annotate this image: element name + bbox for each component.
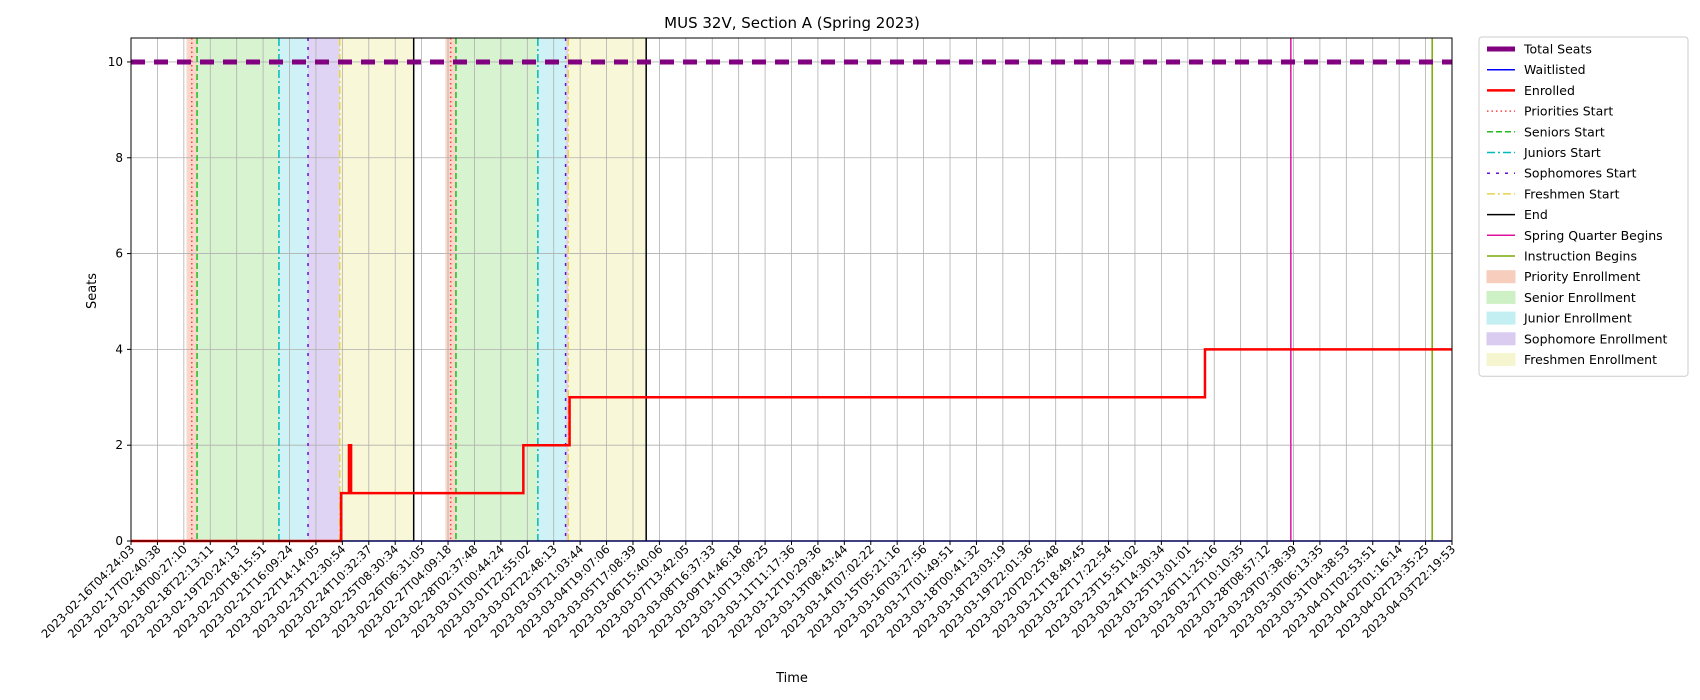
region-junior-enrollment <box>537 38 566 541</box>
legend-label: Spring Quarter Begins <box>1524 228 1663 243</box>
legend-swatch <box>1486 311 1516 325</box>
legend-swatch <box>1486 270 1516 284</box>
y-tick-label: 6 <box>115 247 123 261</box>
region-senior-enrollment <box>197 38 279 541</box>
legend-label: Juniors Start <box>1523 145 1601 160</box>
y-tick-label: 10 <box>108 55 123 69</box>
series-enrolled <box>131 348 1452 543</box>
legend-label: Seniors Start <box>1524 124 1605 139</box>
legend-label: Freshmen Enrollment <box>1524 352 1657 367</box>
region-sophomore-enrollment <box>565 38 569 541</box>
legend-label: Freshmen Start <box>1524 186 1620 201</box>
legend-swatch <box>1486 353 1516 366</box>
y-axis-label: Seats <box>85 273 100 309</box>
region-sophomore-enrollment <box>308 38 340 541</box>
x-axis-label: Time <box>775 671 808 686</box>
legend-label: Priorities Start <box>1524 104 1613 119</box>
legend: Total Seats Waitlisted Enrolled Priorities … <box>1478 36 1689 377</box>
y-tick-label: 2 <box>115 438 123 452</box>
legend-label: Enrolled <box>1524 83 1575 98</box>
plot-area: 02468102023-02-16T04:24:032023-02-17T02:… <box>38 37 1458 641</box>
legend-label: Instruction Begins <box>1524 249 1637 264</box>
legend-label: Senior Enrollment <box>1524 290 1636 305</box>
legend-box <box>1478 36 1689 377</box>
legend-label: Junior Enrollment <box>1523 311 1632 326</box>
legend-label: End <box>1524 207 1548 222</box>
region-junior-enrollment <box>278 38 309 541</box>
legend-swatch <box>1486 332 1516 346</box>
y-tick-label: 4 <box>115 342 123 356</box>
y-tick-label: 8 <box>115 151 123 165</box>
legend-label: Waitlisted <box>1524 62 1586 77</box>
legend-label: Total Seats <box>1523 42 1592 57</box>
region-priority-enrollment <box>186 38 198 541</box>
region-priority-enrollment <box>445 38 456 541</box>
legend-label: Priority Enrollment <box>1524 269 1641 284</box>
y-tick-label: 0 <box>115 534 123 548</box>
legend-swatch <box>1486 290 1516 304</box>
legend-label: Sophomores Start <box>1524 166 1637 181</box>
legend-label: Sophomore Enrollment <box>1524 331 1668 346</box>
region-senior-enrollment <box>455 38 538 541</box>
chart-title: MUS 32V, Section A (Spring 2023) <box>664 14 920 32</box>
